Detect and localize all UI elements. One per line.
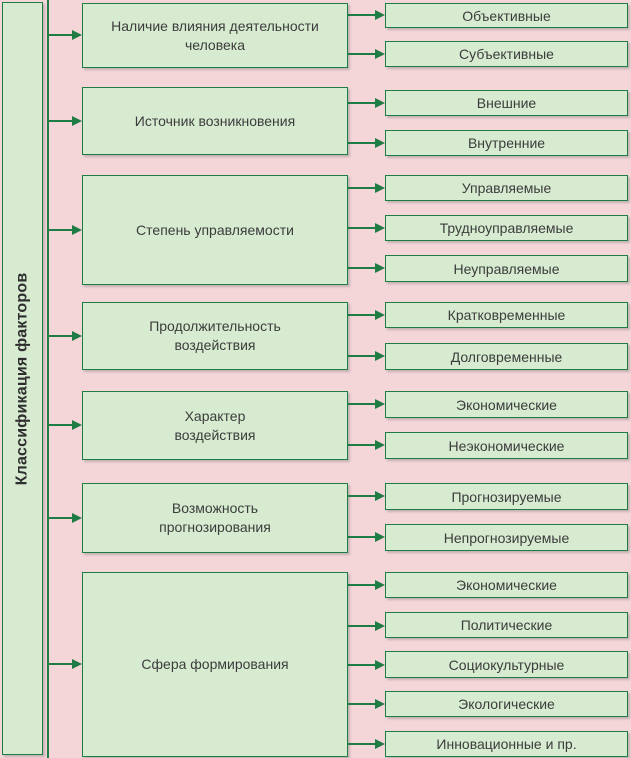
arrow-to-leaf <box>347 440 385 450</box>
leaf-box-innovation-etc: Инновационные и пр. <box>385 731 628 757</box>
arrow-to-category-7 <box>48 659 82 669</box>
category-label: Степень управляемости <box>136 221 294 238</box>
leaf-box-sphere-economic: Экономические <box>385 572 628 598</box>
arrow-to-leaf <box>347 660 385 670</box>
leaf-label: Социокультурные <box>448 656 565 673</box>
arrow-to-leaf <box>347 739 385 749</box>
category-box-controllability: Степень управляемости <box>82 175 348 285</box>
leaf-label: Объективные <box>462 7 551 24</box>
category-label: Характер воздействия <box>174 407 256 443</box>
leaf-label: Кратковременные <box>447 307 566 323</box>
leaf-label: Трудноуправляемые <box>439 220 574 236</box>
leaf-label: Внешние <box>476 95 537 111</box>
leaf-box-long-term: Долговременные <box>385 343 628 370</box>
leaf-label: Инновационные и пр. <box>436 736 577 752</box>
leaf-label: Внутренние <box>467 135 546 151</box>
leaf-label: Экономические <box>456 577 557 593</box>
arrow-to-category-6 <box>48 513 82 523</box>
leaf-box-internal: Внутренние <box>385 130 628 156</box>
leaf-box-uncontrollable: Неуправляемые <box>385 255 628 282</box>
arrow-to-leaf <box>347 10 385 20</box>
leaf-box-political: Политические <box>385 612 628 638</box>
arrow-to-leaf <box>347 183 385 193</box>
root-node: Классификация факторов <box>2 2 43 755</box>
leaf-box-external: Внешние <box>385 90 628 116</box>
arrow-to-leaf <box>347 699 385 709</box>
leaf-box-subjective: Субъективные <box>385 41 628 67</box>
arrow-to-leaf <box>347 138 385 148</box>
arrow-to-leaf <box>347 263 385 273</box>
root-node-label: Классификация факторов <box>13 272 31 485</box>
leaf-label: Долговременные <box>450 348 563 365</box>
arrow-to-leaf <box>347 310 385 320</box>
category-box-predictability: Возможность прогнозирования <box>82 483 348 553</box>
arrow-to-category-4 <box>48 331 82 341</box>
leaf-box-sociocultural: Социокультурные <box>385 651 628 678</box>
category-box-origin-source: Источник возникновения <box>82 87 348 155</box>
leaf-box-objective: Объективные <box>385 3 628 28</box>
leaf-label: Непрогнозируемые <box>443 529 570 546</box>
arrow-to-category-2 <box>48 116 82 126</box>
arrow-to-leaf <box>347 580 385 590</box>
arrow-to-category-1 <box>48 30 82 40</box>
leaf-box-predictable: Прогнозируемые <box>385 483 628 510</box>
leaf-label: Политические <box>460 617 553 633</box>
arrow-to-leaf <box>347 49 385 59</box>
leaf-label: Экономические <box>456 396 557 413</box>
category-box-formation-sphere: Сфера формирования <box>82 572 348 757</box>
category-label: Наличие влияния деятельности человека <box>111 17 319 53</box>
arrow-to-leaf <box>347 621 385 631</box>
leaf-label: Управляемые <box>461 180 552 196</box>
category-label: Сфера формирования <box>141 656 289 673</box>
leaf-box-economic: Экономические <box>385 391 628 418</box>
leaf-box-unpredictable: Непрогнозируемые <box>385 524 628 551</box>
arrow-to-leaf <box>347 399 385 409</box>
leaf-box-non-economic: Неэкономические <box>385 432 628 459</box>
category-box-impact-nature: Характер воздействия <box>82 391 348 460</box>
arrow-to-leaf <box>347 491 385 501</box>
leaf-label: Неэкономические <box>448 437 565 454</box>
category-label: Источник возникновения <box>134 112 296 129</box>
leaf-label: Неуправляемые <box>453 260 560 277</box>
arrow-to-leaf <box>347 532 385 542</box>
leaf-box-short-term: Кратковременные <box>385 302 628 328</box>
arrow-to-leaf <box>347 98 385 108</box>
leaf-label: Экологические <box>458 696 555 712</box>
category-box-duration: Продолжительность воздействия <box>82 302 348 370</box>
arrow-to-leaf <box>347 223 385 233</box>
trunk-line <box>47 0 49 758</box>
leaf-box-ecological: Экологические <box>385 691 628 717</box>
leaf-box-hard-to-control: Трудноуправляемые <box>385 215 628 241</box>
leaf-label: Прогнозируемые <box>451 488 562 505</box>
arrow-to-category-5 <box>48 420 82 430</box>
category-box-human-influence: Наличие влияния деятельности человека <box>82 3 348 68</box>
category-label: Продолжительность воздействия <box>149 318 281 353</box>
category-label: Возможность прогнозирования <box>159 500 271 535</box>
leaf-box-controllable: Управляемые <box>385 175 628 201</box>
arrow-to-category-3 <box>48 225 82 235</box>
leaf-label: Субъективные <box>459 46 554 62</box>
arrow-to-leaf <box>347 351 385 361</box>
